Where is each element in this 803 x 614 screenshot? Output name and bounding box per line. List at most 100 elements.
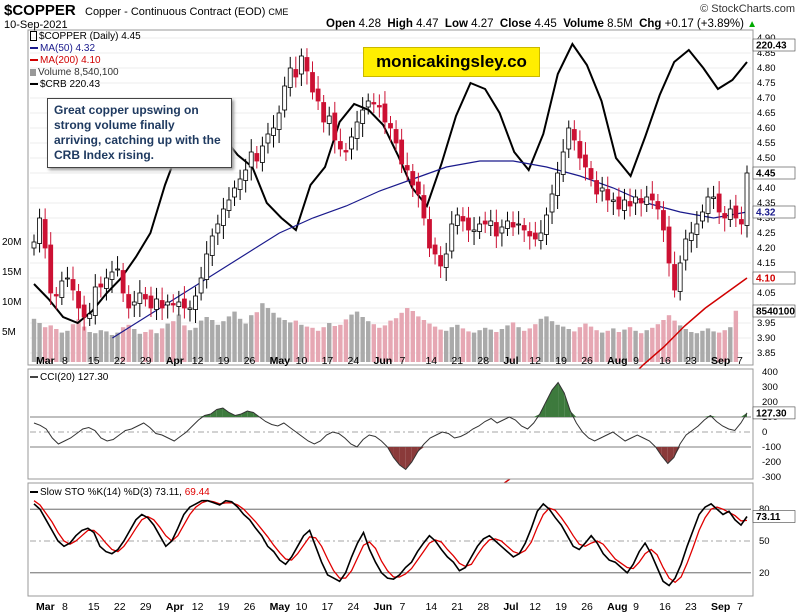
volume-bar <box>399 312 404 362</box>
volume-bar <box>544 316 549 362</box>
volume-bar <box>70 324 76 362</box>
candle-body <box>237 178 243 190</box>
candle-body <box>460 216 466 222</box>
candle-body <box>65 277 70 280</box>
stoch-tick-label: 80 <box>759 504 770 515</box>
cci-panel <box>27 368 754 480</box>
volume-bar <box>159 328 165 362</box>
volume-tick-label: 15M <box>2 267 21 278</box>
price-x-tick: 15 <box>88 355 100 367</box>
price-tick-label: 4.75 <box>757 78 776 89</box>
legend-ma50: MA(50) 4.32 <box>30 43 95 54</box>
volume-bar <box>315 330 321 362</box>
stoch-x-tick: 8 <box>62 601 68 613</box>
cci-tick-label: 300 <box>762 382 778 393</box>
candle-body <box>577 141 583 159</box>
cci-value-tag: 127.30 <box>756 408 787 419</box>
volume-bar <box>444 330 449 362</box>
price-x-tick: 12 <box>529 355 541 367</box>
stoch-x-tick: Jun <box>374 601 393 613</box>
volume-bar <box>611 328 616 362</box>
candle-body <box>544 214 549 235</box>
stockcharts-brand[interactable]: © StockCharts.com <box>700 3 795 15</box>
price-tick-label: 4.35 <box>757 198 776 209</box>
price-tick-label: 4.80 <box>757 63 776 74</box>
price-x-tick: Mar <box>36 355 55 367</box>
candle-body <box>466 217 471 231</box>
candle-body <box>198 277 204 294</box>
candle-body <box>81 304 87 318</box>
stoch-x-tick: 14 <box>425 601 437 613</box>
volume-bar <box>527 328 532 362</box>
volume-bar <box>661 320 666 362</box>
stoch-x-tick: 16 <box>659 601 671 613</box>
volume-bar <box>54 329 59 362</box>
volume-bar <box>265 308 271 362</box>
candle-body <box>248 151 254 168</box>
volume-bar <box>276 317 282 362</box>
stoch-grid <box>30 508 751 574</box>
stoch-x-tick: 10 <box>296 601 308 613</box>
stoch-x-tick: 28 <box>477 601 489 613</box>
legend-crb: $CRB 220.43 <box>30 79 100 90</box>
chart-date: 10-Sep-2021 <box>4 19 68 31</box>
annotation-box: Great copper upswing on strong volume fi… <box>47 98 232 168</box>
candle-body <box>209 235 215 256</box>
open-label: Open <box>326 18 356 30</box>
price-tick-label: 4.90 <box>757 33 776 44</box>
stoch-lines <box>33 499 748 587</box>
legend-ma200: MA(200) 4.10 <box>30 55 101 66</box>
volume-bar <box>271 312 276 362</box>
volume-bar <box>694 333 700 362</box>
price-x-tick: 19 <box>555 355 567 367</box>
volume-bar <box>109 335 115 362</box>
legend-cci: CCI(20) 127.30 <box>30 372 108 383</box>
volume-bar <box>560 326 566 362</box>
ma200-value-tag: 4.10 <box>756 274 776 285</box>
volume-bar <box>148 329 154 362</box>
candle-body <box>599 187 605 192</box>
stoch-x-tick: 23 <box>685 601 697 613</box>
volume-label: Volume <box>563 18 604 30</box>
volume-bar <box>377 327 382 362</box>
candle-body <box>399 139 405 165</box>
volume-bar <box>288 322 293 362</box>
volume-bar <box>204 317 209 362</box>
stoch-x-tick: 7 <box>399 601 405 613</box>
stoch-value-tag: 73.11 <box>756 512 781 523</box>
price-x-tick: 8 <box>62 355 68 367</box>
candle-body <box>649 193 655 201</box>
cci-value-tag-bg <box>752 406 796 420</box>
candle-body <box>488 220 494 226</box>
volume-bar <box>304 326 310 362</box>
stoch-x-tick: 26 <box>581 601 593 613</box>
cci-positive-fill <box>551 382 559 417</box>
candle-body <box>243 169 249 181</box>
candle-body <box>410 171 416 186</box>
stoch-value-tag-bg <box>752 510 796 523</box>
volume-value-tag-bg <box>752 304 796 318</box>
candle-body <box>694 223 700 235</box>
cci-tick-label: -300 <box>762 472 781 483</box>
candle-body <box>159 300 165 309</box>
stoch-y-axis: 80 50 20 <box>759 504 770 579</box>
volume-bar <box>722 330 727 362</box>
candle-body <box>365 100 371 108</box>
candle-body <box>432 244 438 255</box>
legend-ma50-icon <box>30 47 38 50</box>
candle-body <box>571 129 577 141</box>
open-value: 4.28 <box>358 18 381 30</box>
candle-body <box>688 232 694 241</box>
candle-body <box>705 196 711 214</box>
price-tick-label: 4.15 <box>757 258 776 269</box>
candle-body <box>76 291 81 309</box>
candle-body <box>722 213 728 219</box>
candle-body <box>176 301 182 307</box>
candle-body <box>204 253 210 280</box>
stoch-x-axis: Mar 8 15 22 29 Apr 12 19 26 May 10 17 24 Jun 7 14 21 28 Ju… <box>36 601 743 613</box>
candle-body <box>360 109 366 124</box>
price-tick-label: 4.05 <box>757 288 776 299</box>
candle-body <box>382 103 388 123</box>
volume-bar <box>232 311 237 362</box>
price-tick-label: 4.70 <box>757 93 776 104</box>
